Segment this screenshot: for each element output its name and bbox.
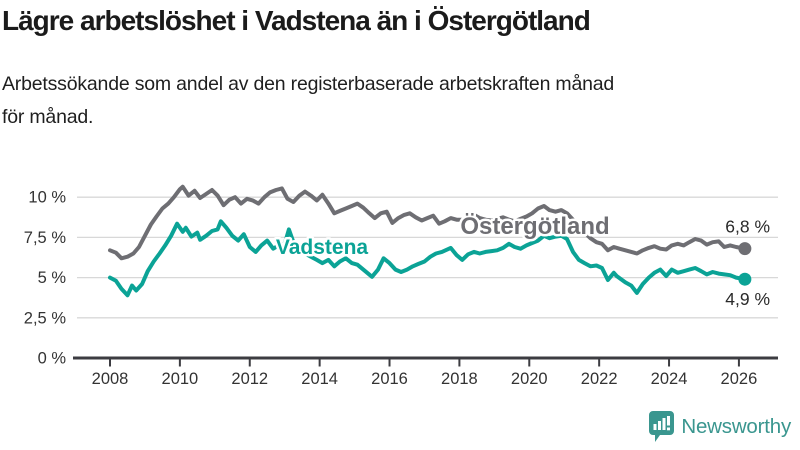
chart-header: Lägre arbetslöshet i Vadstena än i Öster… — [2, 4, 782, 134]
end-value-label-vadstena: 4,9 % — [725, 289, 770, 309]
newsworthy-bubble-icon — [649, 411, 675, 442]
y-tick-label: 0 % — [38, 350, 67, 368]
subtitle-line-1: Arbetssökande som andel av den registerb… — [2, 73, 615, 95]
x-tick-label: 2008 — [92, 370, 129, 388]
x-tick-label: 2024 — [651, 370, 688, 388]
logo-text: Newsworthy — [681, 414, 791, 438]
x-tick-label: 2016 — [371, 370, 408, 388]
x-tick-label: 2010 — [162, 370, 199, 388]
chart-title: Lägre arbetslöshet i Vadstena än i Öster… — [2, 5, 591, 36]
x-tick-label: 2018 — [441, 370, 478, 388]
series-line-östergötland — [108, 184, 747, 261]
x-tick-label: 2026 — [721, 370, 758, 388]
x-tick-label: 2014 — [301, 370, 338, 388]
series-line-vadstena — [108, 219, 747, 298]
x-tick-label: 2012 — [231, 370, 268, 388]
end-dot-vadstena — [738, 272, 752, 286]
x-tick-label: 2022 — [581, 370, 618, 388]
subtitle-line-2: för månad. — [2, 106, 94, 128]
end-dot-östergötland — [738, 242, 752, 256]
end-value-label-östergötland: 6,8 % — [725, 217, 770, 237]
y-tick-label: 2,5 % — [24, 309, 67, 327]
chart-subtitle: Arbetssökande som andel av den registerb… — [2, 68, 782, 134]
newsworthy-logo: Newsworthy — [649, 411, 791, 442]
y-tick-label: 5 % — [38, 269, 67, 287]
series-label-vadstena: Vadstena — [276, 236, 369, 259]
series-label-östergötland: Östergötland — [460, 213, 609, 240]
y-tick-label: 10 % — [28, 189, 66, 207]
y-tick-label: 7,5 % — [24, 229, 67, 247]
x-tick-label: 2020 — [511, 370, 548, 388]
